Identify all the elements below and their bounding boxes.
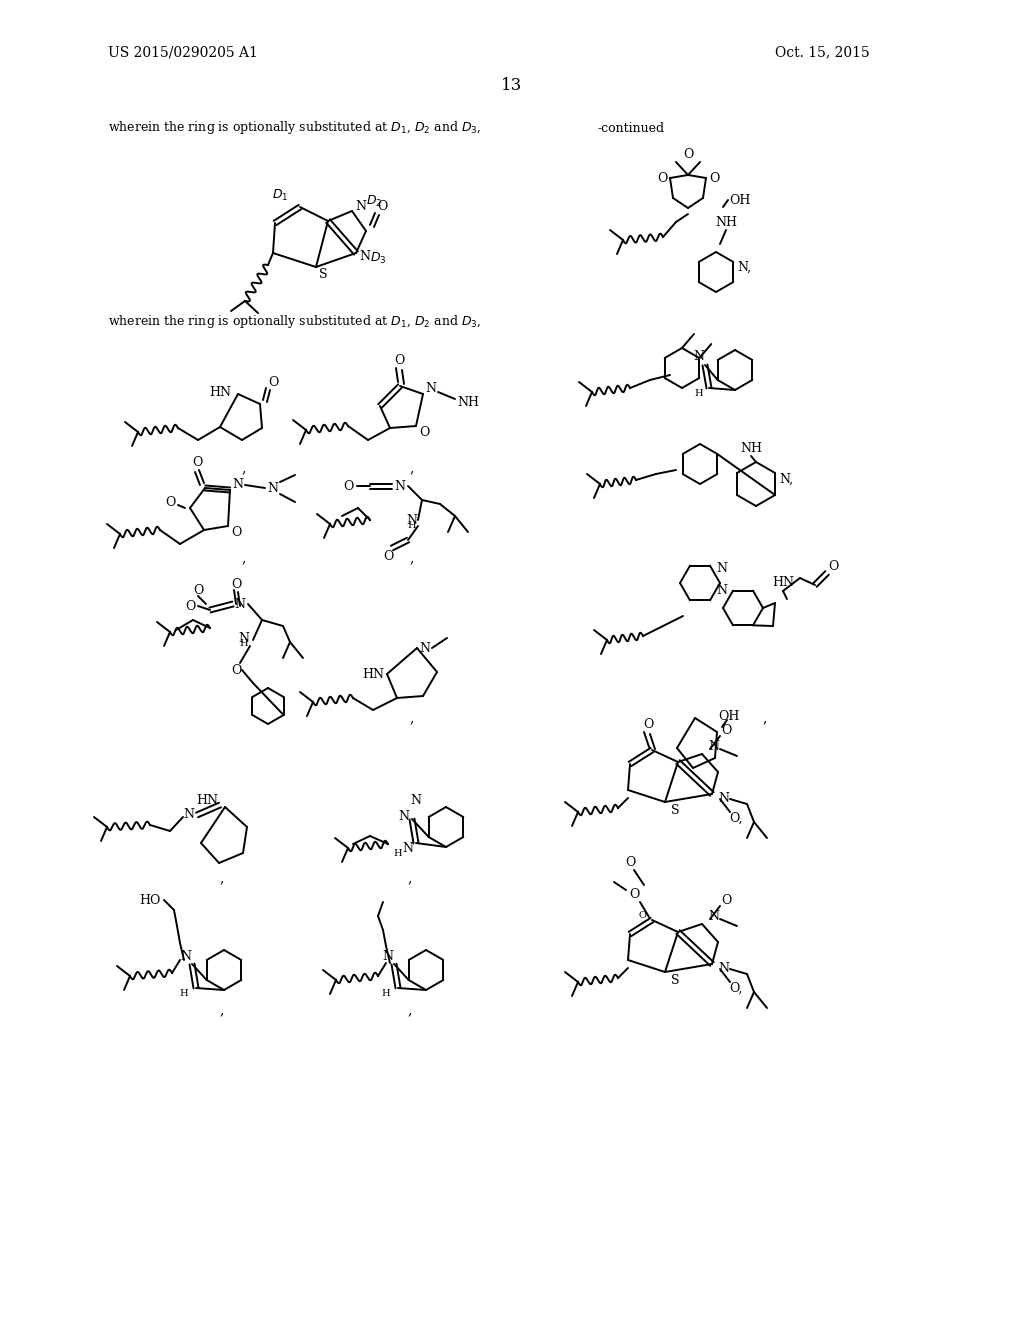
Text: H: H — [382, 990, 390, 998]
Text: N: N — [717, 585, 727, 598]
Text: N: N — [234, 598, 246, 610]
Text: N: N — [719, 792, 729, 805]
Text: S: S — [318, 268, 328, 281]
Text: O,: O, — [729, 982, 742, 994]
Text: NH: NH — [715, 215, 737, 228]
Text: ,: , — [220, 1003, 224, 1016]
Text: H: H — [408, 521, 417, 531]
Text: O: O — [268, 375, 279, 388]
Text: N: N — [359, 249, 371, 263]
Text: N: N — [394, 479, 406, 492]
Text: HN: HN — [362, 668, 384, 681]
Text: N: N — [180, 949, 191, 962]
Text: O: O — [625, 855, 635, 869]
Text: H: H — [694, 389, 703, 399]
Text: O,: O, — [729, 812, 742, 825]
Text: wherein the ring is optionally substituted at $D_1$, $D_2$ and $D_3$,: wherein the ring is optionally substitut… — [108, 314, 481, 330]
Text: O: O — [230, 578, 242, 590]
Text: N: N — [355, 199, 367, 213]
Text: O: O — [377, 201, 387, 214]
Text: ,: , — [408, 871, 413, 884]
Text: O: O — [230, 664, 242, 676]
Text: $D_3$: $D_3$ — [370, 251, 386, 265]
Text: Oct. 15, 2015: Oct. 15, 2015 — [775, 45, 870, 59]
Text: O: O — [383, 549, 393, 562]
Text: N: N — [402, 842, 414, 855]
Text: NH: NH — [457, 396, 479, 408]
Text: O: O — [643, 718, 653, 731]
Text: HN: HN — [772, 577, 794, 590]
Text: N: N — [426, 383, 436, 396]
Text: N,: N, — [737, 260, 751, 273]
Text: N,: N, — [779, 473, 793, 486]
Text: O: O — [827, 561, 839, 573]
Text: wherein the ring is optionally substituted at $D_1$, $D_2$ and $D_3$,: wherein the ring is optionally substitut… — [108, 120, 481, 136]
Text: OH: OH — [718, 710, 739, 723]
Text: ,: , — [242, 461, 246, 475]
Text: O: O — [629, 887, 639, 900]
Text: O: O — [165, 496, 175, 510]
Text: N: N — [267, 482, 279, 495]
Text: ,: , — [410, 461, 414, 475]
Text: N: N — [398, 810, 410, 824]
Text: O: O — [656, 172, 668, 185]
Text: HO: HO — [139, 894, 161, 907]
Text: -continued: -continued — [598, 121, 666, 135]
Text: O: O — [191, 457, 202, 470]
Text: N: N — [717, 561, 727, 574]
Text: O: O — [343, 479, 353, 492]
Text: H: H — [393, 849, 402, 858]
Text: O: O — [683, 148, 693, 161]
Text: ,: , — [242, 550, 246, 565]
Text: N: N — [693, 351, 705, 363]
Text: N: N — [709, 739, 720, 752]
Text: O: O — [230, 525, 242, 539]
Text: OH: OH — [729, 194, 751, 206]
Text: ,: , — [410, 550, 414, 565]
Text: N: N — [183, 808, 195, 821]
Text: N: N — [719, 962, 729, 975]
Text: H: H — [240, 639, 248, 648]
Text: N: N — [383, 949, 393, 962]
Text: O: O — [721, 723, 731, 737]
Text: ,: , — [220, 871, 224, 884]
Text: O: O — [638, 911, 646, 920]
Text: $D_1$: $D_1$ — [271, 187, 288, 202]
Text: NH: NH — [740, 442, 762, 455]
Text: ,: , — [408, 1003, 413, 1016]
Text: S: S — [671, 974, 679, 986]
Text: N: N — [420, 642, 430, 655]
Text: N: N — [232, 479, 244, 491]
Text: O: O — [709, 172, 719, 185]
Text: N: N — [709, 909, 720, 923]
Text: S: S — [671, 804, 679, 817]
Text: N: N — [239, 631, 250, 644]
Text: O: O — [184, 599, 196, 612]
Text: N: N — [411, 795, 422, 808]
Text: US 2015/0290205 A1: US 2015/0290205 A1 — [108, 45, 258, 59]
Text: O: O — [419, 425, 429, 438]
Text: ,: , — [410, 711, 414, 725]
Text: O: O — [721, 894, 731, 907]
Text: O: O — [193, 583, 203, 597]
Text: 13: 13 — [502, 77, 522, 94]
Text: HN: HN — [196, 795, 218, 808]
Text: O: O — [394, 355, 404, 367]
Text: ,: , — [763, 711, 767, 725]
Text: N: N — [407, 513, 418, 527]
Text: $D_2$: $D_2$ — [366, 194, 382, 209]
Text: H: H — [179, 990, 188, 998]
Text: HN: HN — [209, 385, 231, 399]
